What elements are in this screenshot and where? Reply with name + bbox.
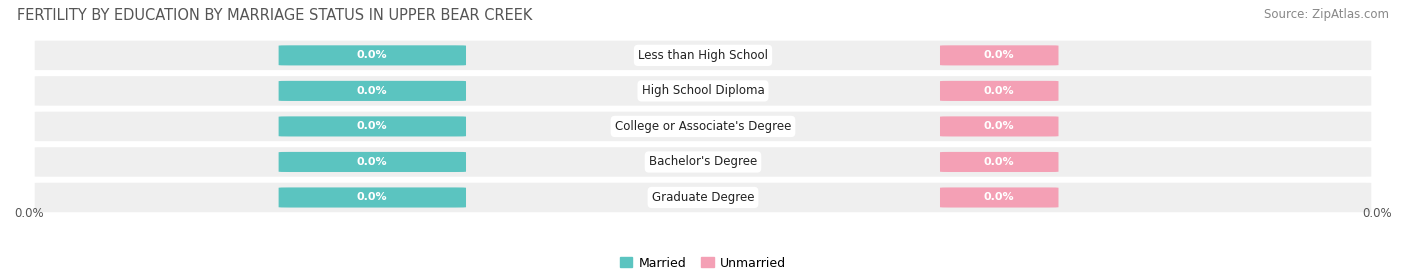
Text: 0.0%: 0.0% (14, 207, 44, 220)
Text: Graduate Degree: Graduate Degree (652, 191, 754, 204)
Text: FERTILITY BY EDUCATION BY MARRIAGE STATUS IN UPPER BEAR CREEK: FERTILITY BY EDUCATION BY MARRIAGE STATU… (17, 8, 533, 23)
Text: 0.0%: 0.0% (357, 50, 388, 60)
FancyBboxPatch shape (941, 116, 1059, 136)
FancyBboxPatch shape (35, 41, 1371, 70)
FancyBboxPatch shape (941, 81, 1059, 101)
FancyBboxPatch shape (278, 152, 465, 172)
Text: 0.0%: 0.0% (984, 157, 1015, 167)
FancyBboxPatch shape (278, 187, 465, 208)
FancyBboxPatch shape (35, 183, 1371, 212)
FancyBboxPatch shape (941, 152, 1059, 172)
Text: 0.0%: 0.0% (984, 50, 1015, 60)
Text: 0.0%: 0.0% (357, 157, 388, 167)
Text: 0.0%: 0.0% (984, 193, 1015, 203)
FancyBboxPatch shape (941, 187, 1059, 208)
FancyBboxPatch shape (35, 76, 1371, 106)
Text: 0.0%: 0.0% (357, 193, 388, 203)
Text: High School Diploma: High School Diploma (641, 84, 765, 97)
Text: 0.0%: 0.0% (984, 121, 1015, 132)
FancyBboxPatch shape (278, 116, 465, 136)
Text: 0.0%: 0.0% (1362, 207, 1392, 220)
FancyBboxPatch shape (35, 147, 1371, 177)
FancyBboxPatch shape (278, 45, 465, 65)
Text: 0.0%: 0.0% (357, 121, 388, 132)
Text: 0.0%: 0.0% (357, 86, 388, 96)
Text: College or Associate's Degree: College or Associate's Degree (614, 120, 792, 133)
Text: Bachelor's Degree: Bachelor's Degree (650, 155, 756, 168)
Legend: Married, Unmarried: Married, Unmarried (614, 252, 792, 269)
Text: Less than High School: Less than High School (638, 49, 768, 62)
Text: 0.0%: 0.0% (984, 86, 1015, 96)
FancyBboxPatch shape (35, 112, 1371, 141)
Text: Source: ZipAtlas.com: Source: ZipAtlas.com (1264, 8, 1389, 21)
FancyBboxPatch shape (278, 81, 465, 101)
FancyBboxPatch shape (941, 45, 1059, 65)
